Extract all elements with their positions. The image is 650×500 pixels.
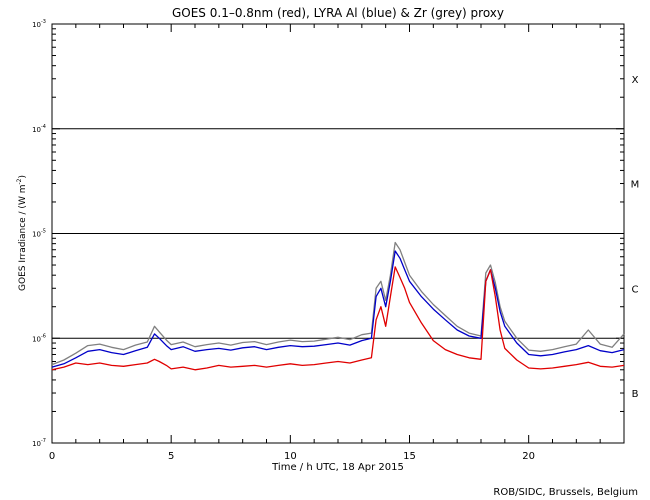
y-tick-label: 10-7 [32,438,46,448]
y-axis-label: GOES Irradiance / (W m-2) [16,175,28,291]
flare-class-label: C [632,284,639,295]
plot-area: 0 5 10 15 20 10-7 10-6 10-5 10-4 10-3 X M C B [32,19,639,462]
x-tick-label: 15 [403,451,416,462]
y-tick-label: 10-4 [32,124,46,134]
series-line-blue [51,250,625,368]
x-tick-label: 0 [49,451,55,462]
x-tick-label: 5 [168,451,174,462]
x-tick-label: 10 [284,451,297,462]
chart-title: GOES 0.1–0.8nm (red), LYRA Al (blue) & Z… [172,6,504,20]
y-tick-label: 10-6 [32,333,46,343]
flare-class-label: B [632,389,639,400]
y-axis-label-exponent: -2 [16,178,23,184]
credit-text: ROB/SIDC, Brussels, Belgium [493,487,638,498]
x-axis-label: Time / h UTC, 18 Apr 2015 [271,462,404,473]
y-tick-label: 10-5 [32,229,46,239]
svg-text:GOES Irradiance / (W m-2): GOES Irradiance / (W m-2) [16,175,28,291]
y-axis-label-end: ) [18,175,28,179]
y-axis-label-main: GOES Irradiance / (W m [18,185,28,291]
y-tick-label: 10-3 [32,19,46,29]
x-tick-label: 20 [522,451,535,462]
series-line-red [51,266,625,371]
flare-class-label: M [631,180,640,191]
series-line-grey [51,241,625,366]
flare-class-label: X [632,75,639,86]
